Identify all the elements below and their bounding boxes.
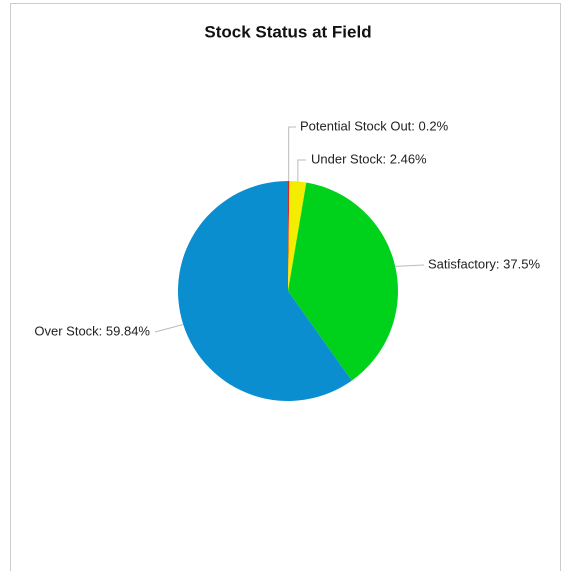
- data-label: Potential Stock Out: 0.2%: [300, 118, 449, 133]
- chart-border: [10, 3, 561, 571]
- data-label: Under Stock: 2.46%: [311, 151, 427, 166]
- pie-slice: [177, 181, 352, 401]
- pie-slice: [288, 182, 398, 381]
- leader-line: [154, 323, 184, 333]
- pie-slice: [288, 181, 290, 291]
- data-label: Satisfactory: 37.5%: [428, 256, 540, 271]
- leader-line: [297, 159, 306, 182]
- chart-title: Stock Status at Field: [204, 22, 371, 41]
- leader-line: [288, 126, 296, 182]
- data-label: Over Stock: 59.84%: [34, 323, 150, 338]
- pie-slice: [288, 181, 307, 291]
- plot: Potential Stock Out: 0.2% Under Stock: 2.…: [34, 118, 540, 401]
- leader-line: [395, 264, 425, 267]
